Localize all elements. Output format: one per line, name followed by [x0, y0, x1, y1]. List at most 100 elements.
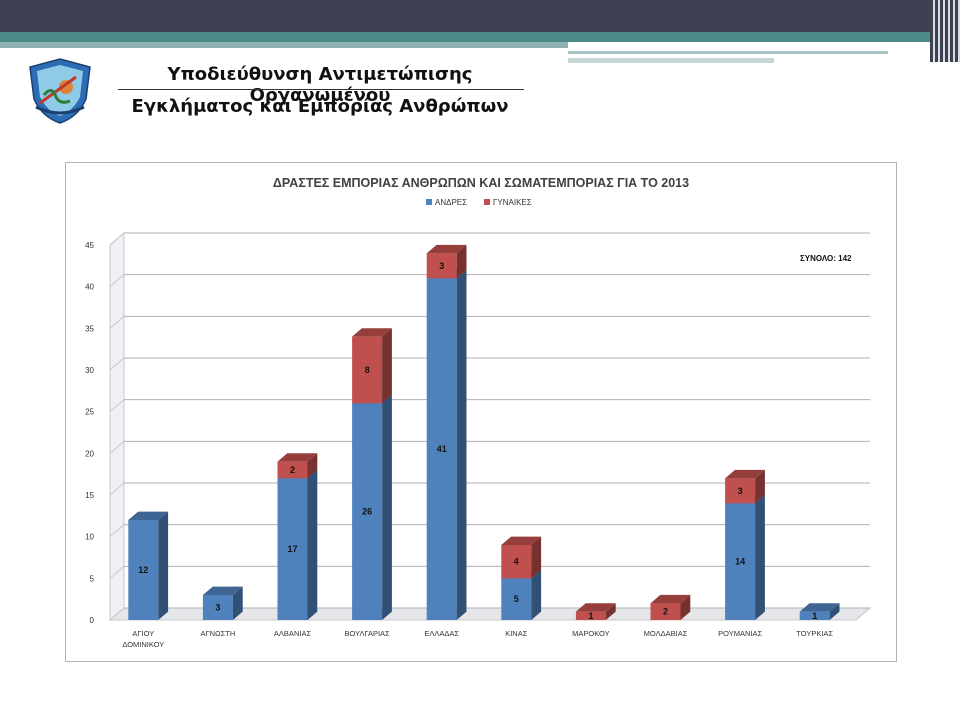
data-label-women: 3: [439, 261, 444, 271]
bar-men-top: [128, 511, 169, 520]
y-tick-label: 45: [85, 241, 94, 250]
bar-women-top: [650, 594, 691, 604]
bar-women-side: [755, 469, 765, 504]
bar-men-side: [829, 603, 840, 620]
data-label-women: 1: [588, 611, 593, 621]
data-label-men: 5: [514, 594, 519, 604]
gridline-diagonal: [109, 565, 125, 579]
bar-men: [799, 611, 830, 620]
chart-title: ΔΡΑΣΤΕΣ ΕΜΠΟΡΙΑΣ ΑΝΘΡΩΠΩΝ ΚΑΙ ΣΩΜΑΤΕΜΠΟΡ…: [273, 176, 689, 190]
bar-chart: 05101520253035404512ΑΓΙΟΥΔΟΜΙΝΙΚΟΥ3ΑΓΝΩΣ…: [85, 176, 872, 649]
bar-women-side: [382, 328, 392, 404]
x-tick-label: ΜΟΛΔΑΒΙΑΣ: [644, 629, 688, 638]
bar-men-side: [232, 586, 243, 620]
x-tick-label: ΕΛΛΑΔΑΣ: [424, 629, 459, 638]
bar-women: [277, 461, 308, 479]
x-tick-label: ΑΛΒΑΝΙΑΣ: [274, 629, 312, 638]
bar-men: [128, 520, 159, 620]
chart-side-wall: [109, 231, 125, 622]
legend-swatch-men: [426, 199, 432, 205]
bar-men-side: [158, 511, 169, 620]
x-tick-label: ΒΟΥΛΓΑΡΙΑΣ: [344, 629, 390, 638]
gridline-diagonal: [109, 357, 125, 371]
bar-women: [501, 545, 532, 579]
gridline-diagonal: [109, 232, 125, 246]
bar-women-side: [680, 594, 691, 620]
bar-women: [650, 603, 681, 620]
bar-men-side: [307, 469, 318, 620]
data-label-women: 3: [738, 486, 743, 496]
y-tick-label: 15: [85, 491, 94, 500]
bar-women-side: [605, 603, 616, 620]
x-tick-label: ΚΙΝΑΣ: [505, 629, 528, 638]
gridline-diagonal: [109, 524, 125, 538]
y-tick-label: 0: [90, 616, 95, 625]
top-band-line: [568, 51, 888, 54]
data-label-men: 1: [812, 611, 817, 621]
y-tick-label: 40: [85, 283, 94, 292]
y-tick-label: 5: [90, 574, 95, 583]
bar-women-side: [307, 453, 318, 479]
data-label-men: 12: [138, 565, 148, 575]
total-annotation: ΣΥΝΟΛΟ: 142: [800, 254, 852, 263]
bar-men: [202, 595, 233, 620]
bar-men-side: [755, 494, 765, 620]
data-label-men: 3: [215, 603, 220, 613]
gridline-diagonal: [109, 315, 125, 329]
top-band-teal: [0, 32, 930, 42]
bar-men-side: [531, 569, 542, 620]
bar-women-top: [575, 603, 616, 612]
bar-women-top: [352, 328, 392, 337]
bar-women-side: [531, 536, 542, 579]
data-label-men: 17: [287, 544, 297, 554]
y-tick-label: 30: [85, 366, 94, 375]
bar-women-side: [456, 244, 467, 279]
y-tick-label: 10: [85, 533, 94, 542]
bar-men-top: [202, 586, 243, 595]
legend-swatch-women: [484, 199, 490, 205]
data-label-women: 8: [365, 365, 370, 375]
data-label-women: 4: [514, 557, 519, 567]
bar-men: [426, 278, 457, 620]
chart-frame: 0 5 10 15 20 25 30 35 40 45 12 ΑΓΙΟΥ ΔΟΜΙΝΙΚΟΥ 3 ΑΓΝΩΣ…: [65, 162, 897, 662]
bar-women: [725, 478, 756, 504]
bar-men: [352, 403, 383, 620]
x-tick-label: ΜΑΡΟΚΟΥ: [572, 629, 609, 638]
legend-label-men: ΑΝΔΡΕΣ: [435, 198, 467, 207]
y-tick-label: 20: [85, 449, 94, 458]
x-tick-label: ΤΟΥΡΚΙΑΣ: [796, 629, 833, 638]
data-label-men: 41: [437, 444, 447, 454]
x-tick-label: ΡΟΥΜΑΝΙΑΣ: [718, 629, 762, 638]
header-divider: [118, 89, 524, 90]
legend-label-women: ΓΥΝΑΙΚΕΣ: [493, 198, 532, 207]
bar-men: [725, 503, 756, 620]
bar-women-top: [277, 453, 318, 462]
top-band-light: [0, 42, 568, 48]
gridline-diagonal: [109, 274, 125, 288]
gridline-diagonal: [109, 607, 125, 621]
header-title-line2: Εγκλήματος και Εμπορίας Ανθρώπων: [131, 96, 509, 117]
y-tick-label: 35: [85, 324, 94, 333]
y-tick-label: 25: [85, 408, 94, 417]
top-band-dark: [0, 0, 960, 32]
data-label-women: 2: [663, 607, 668, 617]
data-label-men: 26: [362, 507, 372, 517]
bar-women: [575, 611, 606, 620]
gridline-diagonal: [109, 399, 125, 413]
bar-women: [352, 336, 383, 404]
gridline-diagonal: [109, 482, 125, 496]
bar-women-top: [426, 244, 467, 254]
bar-men: [501, 578, 532, 620]
top-band-line: [568, 58, 774, 63]
bar-women-top: [725, 469, 765, 479]
x-tick-label: ΑΓΝΩΣΤΗ: [201, 629, 236, 638]
bar-men-top: [799, 603, 840, 612]
gridline-diagonal: [109, 440, 125, 454]
bar-women: [426, 253, 457, 279]
x-tick-label: ΔΟΜΙΝΙΚΟΥ: [122, 640, 164, 649]
header-title-line1: Υποδιεύθυνση Αντιμετώπισης Οργανωμένου: [167, 64, 473, 106]
bar-men: [277, 478, 308, 620]
police-emblem-logo: [29, 58, 91, 124]
top-band-stripes: [930, 0, 960, 62]
data-label-women: 2: [290, 465, 295, 475]
